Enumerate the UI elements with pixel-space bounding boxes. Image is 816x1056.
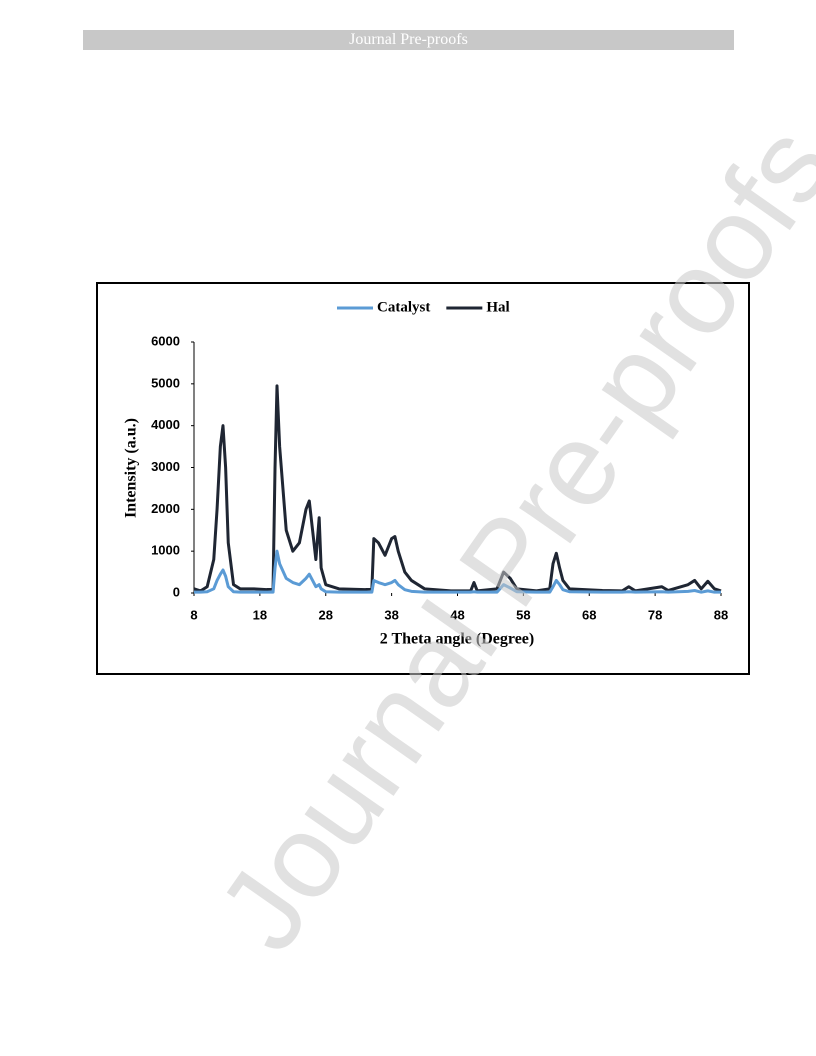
y-tick-label: 5000 (151, 375, 180, 390)
y-tick-label: 0 (173, 584, 180, 599)
x-tick-label: 8 (190, 607, 197, 622)
x-axis-label: 2 Theta angle (Degree) (380, 631, 534, 648)
y-tick-label: 1000 (151, 543, 180, 558)
series-line (193, 384, 722, 593)
x-tick-label: 78 (648, 607, 662, 622)
legend-label: Catalyst (377, 299, 430, 315)
y-tick-label: 3000 (151, 459, 180, 474)
chart-frame (96, 282, 750, 675)
series-line (194, 549, 721, 594)
x-tick-label: 18 (253, 607, 267, 622)
x-tick-label: 68 (582, 607, 596, 622)
y-axis-label: Intensity (a.u.) (123, 418, 140, 518)
header: Journal Pre-proofs (83, 30, 734, 50)
x-tick-label: 38 (384, 607, 398, 622)
y-tick-label: 4000 (151, 417, 180, 432)
x-tick-label: 88 (714, 607, 728, 622)
legend-label: Hal (486, 299, 509, 315)
y-tick-label: 2000 (151, 501, 180, 516)
x-tick-label: 28 (319, 607, 333, 622)
x-tick-label: 48 (450, 607, 464, 622)
y-tick-label: 6000 (151, 333, 180, 348)
x-tick-label: 58 (516, 607, 530, 622)
